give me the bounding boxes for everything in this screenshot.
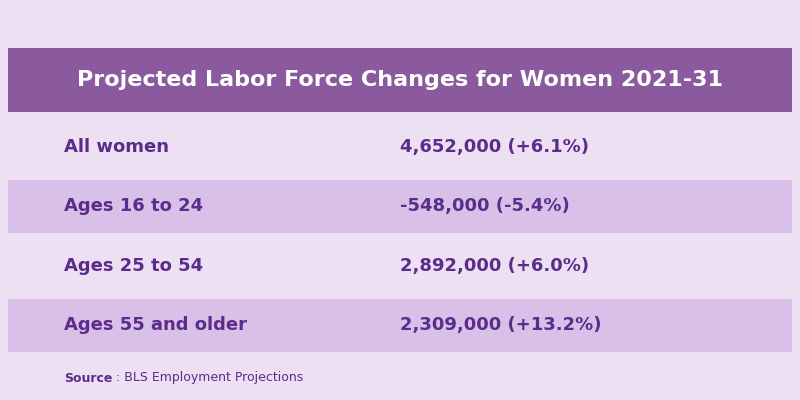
Text: 4,652,000 (+6.1%): 4,652,000 (+6.1%): [400, 138, 589, 156]
FancyBboxPatch shape: [8, 239, 792, 292]
FancyBboxPatch shape: [8, 120, 792, 174]
Text: Ages 25 to 54: Ages 25 to 54: [64, 257, 203, 275]
Text: 2,309,000 (+13.2%): 2,309,000 (+13.2%): [400, 316, 602, 334]
Text: 2,892,000 (+6.0%): 2,892,000 (+6.0%): [400, 257, 589, 275]
FancyBboxPatch shape: [8, 48, 792, 112]
Text: Ages 16 to 24: Ages 16 to 24: [64, 197, 203, 215]
Text: : BLS Employment Projections: : BLS Employment Projections: [116, 372, 303, 384]
FancyBboxPatch shape: [8, 180, 792, 233]
Text: All women: All women: [64, 138, 169, 156]
Text: Ages 55 and older: Ages 55 and older: [64, 316, 247, 334]
Text: Projected Labor Force Changes for Women 2021-31: Projected Labor Force Changes for Women …: [77, 70, 723, 90]
FancyBboxPatch shape: [8, 298, 792, 352]
Text: Source: Source: [64, 372, 112, 384]
Text: -548,000 (-5.4%): -548,000 (-5.4%): [400, 197, 570, 215]
